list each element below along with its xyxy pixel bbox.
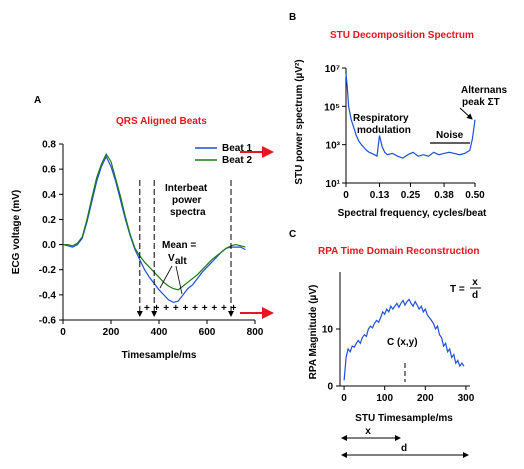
chart-c-ytick-label: 10 xyxy=(322,325,334,336)
chart-b-xtick-label: 0.13 xyxy=(370,190,390,201)
chart-b-xlabel: Spectral frequency, cycles/beat xyxy=(338,208,487,219)
chart-c-ylabel: RPA Magnitude (µV) xyxy=(308,285,319,380)
respiratory-text-2: modulation xyxy=(357,125,411,136)
chart-b-ytick-label: 10¹ xyxy=(326,179,341,190)
chart-a-ylabel: ECG voltage (mV) xyxy=(11,190,22,274)
c-point-label: C (x,y) xyxy=(387,337,418,348)
chart-c-xtick-label: 0 xyxy=(341,393,347,404)
chart-b-xtick-label: 0.25 xyxy=(401,190,421,201)
arrow-a-to-b xyxy=(240,146,274,158)
mean-text: Mean = xyxy=(162,240,196,251)
chart-a-ytick-label: 0.6 xyxy=(42,165,56,176)
stu-spectrum-line xyxy=(345,73,476,159)
chart-a: 0 200 400 600 800 0.8 0.6 0.4 0.2 0.0 -0.2 -0.4 -0.6 xyxy=(39,140,264,339)
chart-b-xtick-label: 0.50 xyxy=(465,190,485,201)
chart-a-ytick-label: 0.2 xyxy=(42,215,56,226)
chart-a-xtick-label: 800 xyxy=(247,327,264,338)
chart-a-ytick-label: -0.2 xyxy=(39,265,57,276)
chart-a-ytick-label: 0.0 xyxy=(42,240,56,251)
t-formula-num: x xyxy=(472,277,478,288)
panel-b-label: B xyxy=(289,12,296,23)
mean-pointer-right xyxy=(175,265,183,295)
mean-pointer-left xyxy=(159,265,173,289)
chart-b-xtick-label: 0 xyxy=(343,190,349,201)
panel-a-label: A xyxy=(34,95,41,106)
chart-b-ytick-label: 10³ xyxy=(326,141,341,152)
chart-b-title: STU Decomposition Spectrum xyxy=(330,30,474,41)
chart-a-ytick-label: 0.8 xyxy=(42,140,56,151)
interbeat-text-1: Interbeat xyxy=(165,183,208,194)
alternans-pointer xyxy=(459,107,473,120)
chart-a-xtick-label: 400 xyxy=(151,327,168,338)
chart-b-ytick-label: 10⁵ xyxy=(324,102,340,113)
chart-a-xtick-label: 600 xyxy=(199,327,216,338)
alternans-text-2: peak ΣT xyxy=(462,97,500,108)
chart-b: 0 0.13 0.25 0.38 0.50 10⁷ 10⁵ 10³ 10¹ xyxy=(324,64,485,201)
mean-v: V xyxy=(168,253,175,264)
alternans-text-1: Alternans xyxy=(461,85,508,96)
chart-a-legend: Beat 1 Beat 2 xyxy=(195,143,252,166)
t-formula-lhs: T = xyxy=(450,284,465,295)
noise-text: Noise xyxy=(436,130,464,141)
legend-beat2-label: Beat 2 xyxy=(222,155,252,166)
chart-a-ytick-label: 0.4 xyxy=(42,190,56,201)
chart-a-xtick-label: 200 xyxy=(103,327,120,338)
chart-c-xlabel: STU Timesample/ms xyxy=(355,413,453,424)
chart-c-ytick-label: 0 xyxy=(327,382,333,393)
mean-sub: alt xyxy=(175,256,187,267)
chart-a-xlabel: Timesample/ms xyxy=(122,350,197,361)
chart-b-xtick-label: 0.38 xyxy=(434,190,454,201)
panel-c-label: C xyxy=(289,229,296,240)
d-span-label: d xyxy=(401,443,407,454)
chart-c-xtick-label: 200 xyxy=(417,393,434,404)
respiratory-text-1: Respiratory xyxy=(353,113,409,124)
legend-beat1-label: Beat 1 xyxy=(222,143,252,154)
chart-a-ytick-label: -0.4 xyxy=(39,290,57,301)
chart-a-ytick-label: -0.6 xyxy=(39,316,57,327)
chart-b-ylabel: STU power spectrum (µV²) xyxy=(294,59,305,184)
x-span-label: x xyxy=(365,426,371,437)
chart-c-title: RPA Time Domain Reconstruction xyxy=(318,246,480,257)
interbeat-text-3: spectra xyxy=(170,207,206,218)
chart-a-xtick-label: 0 xyxy=(60,327,66,338)
chart-c-xtick-label: 100 xyxy=(376,393,393,404)
plus-row: + + + + + + + + + + xyxy=(144,303,237,314)
interbeat-text-2: power xyxy=(172,195,202,206)
arrow-a-to-c xyxy=(240,307,274,319)
chart-a-title: QRS Aligned Beats xyxy=(116,116,207,127)
chart-c-xtick-label: 300 xyxy=(458,393,475,404)
t-formula-den: d xyxy=(472,290,478,301)
chart-b-ytick-label: 10⁷ xyxy=(325,64,340,75)
rpa-reconstruction-line xyxy=(343,298,465,381)
